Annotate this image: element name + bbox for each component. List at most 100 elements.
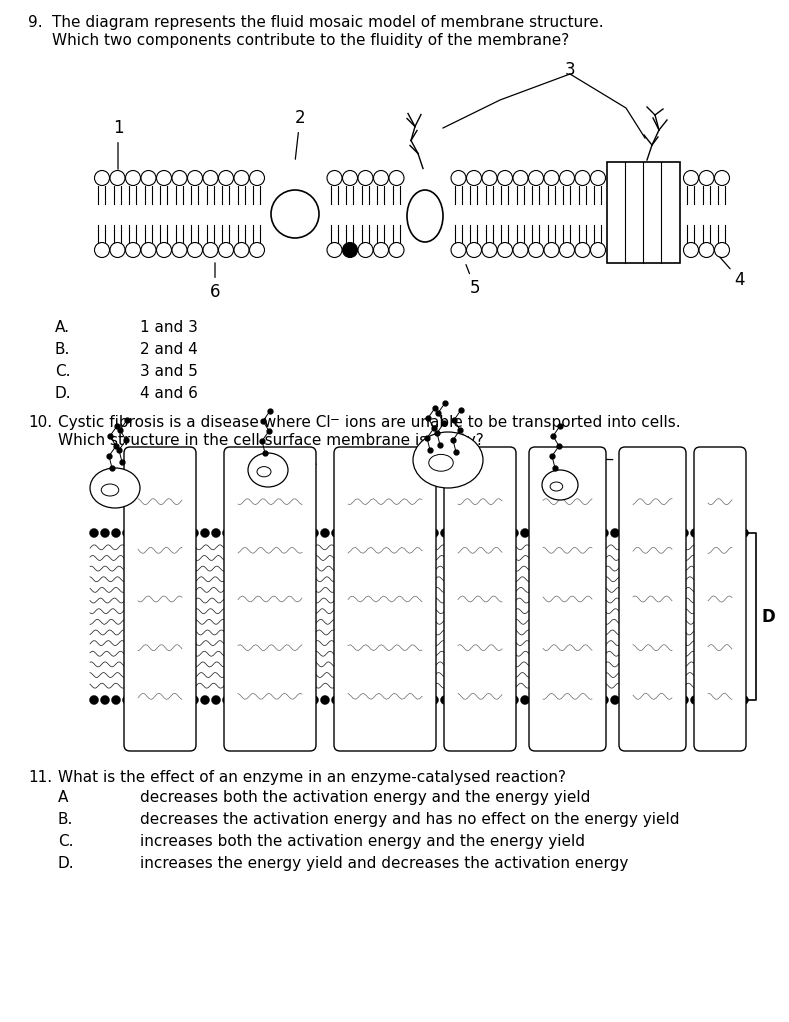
FancyBboxPatch shape: [224, 447, 316, 751]
Text: D.: D.: [55, 386, 72, 401]
Circle shape: [529, 242, 544, 258]
Circle shape: [111, 528, 121, 538]
Circle shape: [521, 528, 529, 538]
Circle shape: [331, 696, 341, 704]
Circle shape: [529, 171, 544, 186]
Circle shape: [715, 242, 730, 258]
Circle shape: [320, 528, 330, 538]
Text: B.: B.: [55, 342, 70, 357]
Circle shape: [141, 242, 156, 258]
Circle shape: [95, 171, 110, 186]
Text: A.: A.: [55, 320, 70, 335]
Circle shape: [219, 242, 234, 258]
Text: 11.: 11.: [28, 770, 52, 785]
Text: A: A: [272, 451, 317, 469]
Text: D: D: [762, 607, 776, 625]
Circle shape: [544, 242, 559, 258]
Circle shape: [373, 171, 388, 186]
Circle shape: [715, 171, 730, 186]
Circle shape: [110, 242, 125, 258]
Circle shape: [513, 242, 528, 258]
Circle shape: [110, 171, 125, 186]
Circle shape: [600, 528, 608, 538]
Circle shape: [203, 242, 218, 258]
Circle shape: [188, 171, 203, 186]
Circle shape: [611, 528, 619, 538]
Text: 6: 6: [210, 263, 220, 301]
Text: C.: C.: [58, 834, 73, 849]
Circle shape: [611, 696, 619, 704]
FancyBboxPatch shape: [124, 447, 196, 751]
FancyBboxPatch shape: [619, 447, 686, 751]
Circle shape: [331, 528, 341, 538]
Ellipse shape: [550, 482, 563, 491]
Circle shape: [89, 528, 99, 538]
Text: 5: 5: [466, 265, 481, 297]
Circle shape: [429, 528, 439, 538]
Circle shape: [222, 528, 231, 538]
Circle shape: [309, 528, 319, 538]
Text: 4 and 6: 4 and 6: [140, 386, 198, 401]
Text: ions are unable to be transported into cells.: ions are unable to be transported into c…: [340, 415, 681, 430]
Text: decreases the activation energy and has no effect on the energy yield: decreases the activation energy and has …: [140, 812, 679, 827]
Circle shape: [156, 171, 171, 186]
Circle shape: [513, 171, 528, 186]
Text: increases the energy yield and decreases the activation energy: increases the energy yield and decreases…: [140, 856, 628, 871]
Text: 3: 3: [565, 61, 575, 79]
Circle shape: [590, 171, 605, 186]
Circle shape: [234, 242, 249, 258]
Circle shape: [219, 171, 234, 186]
Circle shape: [559, 242, 574, 258]
Circle shape: [111, 696, 121, 704]
Circle shape: [498, 242, 513, 258]
Circle shape: [429, 696, 439, 704]
Circle shape: [521, 696, 529, 704]
Circle shape: [510, 696, 518, 704]
Circle shape: [466, 242, 481, 258]
Ellipse shape: [407, 190, 443, 242]
Circle shape: [575, 242, 590, 258]
Circle shape: [95, 242, 110, 258]
Text: 2: 2: [294, 109, 305, 159]
Ellipse shape: [413, 432, 483, 487]
Text: 4: 4: [720, 258, 746, 289]
Circle shape: [440, 696, 450, 704]
Circle shape: [466, 171, 481, 186]
Text: −: −: [330, 413, 340, 426]
Circle shape: [89, 696, 99, 704]
Circle shape: [451, 242, 466, 258]
Circle shape: [544, 171, 559, 186]
Circle shape: [358, 171, 373, 186]
Circle shape: [575, 171, 590, 186]
Circle shape: [211, 696, 220, 704]
Circle shape: [211, 528, 220, 538]
Circle shape: [389, 171, 404, 186]
Text: Which two components contribute to the fluidity of the membrane?: Which two components contribute to the f…: [52, 33, 569, 48]
Circle shape: [510, 528, 518, 538]
Circle shape: [172, 171, 187, 186]
Text: increases both the activation energy and the energy yield: increases both the activation energy and…: [140, 834, 585, 849]
Bar: [607, 162, 680, 263]
Circle shape: [739, 696, 749, 704]
Circle shape: [482, 171, 497, 186]
Circle shape: [125, 171, 140, 186]
Text: What is the effect of an enzyme in an enzyme-catalysed reaction?: What is the effect of an enzyme in an en…: [58, 770, 566, 785]
Circle shape: [679, 696, 689, 704]
Text: C: C: [564, 451, 632, 469]
Text: D.: D.: [58, 856, 75, 871]
Circle shape: [125, 242, 140, 258]
Circle shape: [156, 242, 171, 258]
Circle shape: [309, 696, 319, 704]
Circle shape: [122, 696, 132, 704]
Circle shape: [122, 528, 132, 538]
Circle shape: [498, 171, 513, 186]
Circle shape: [200, 528, 210, 538]
FancyBboxPatch shape: [334, 447, 436, 751]
Circle shape: [342, 171, 357, 186]
Text: B.: B.: [58, 812, 73, 827]
Text: 1 and 3: 1 and 3: [140, 320, 198, 335]
Text: A: A: [58, 790, 69, 805]
Circle shape: [699, 171, 714, 186]
Circle shape: [141, 171, 156, 186]
Text: 3 and 5: 3 and 5: [140, 364, 198, 379]
